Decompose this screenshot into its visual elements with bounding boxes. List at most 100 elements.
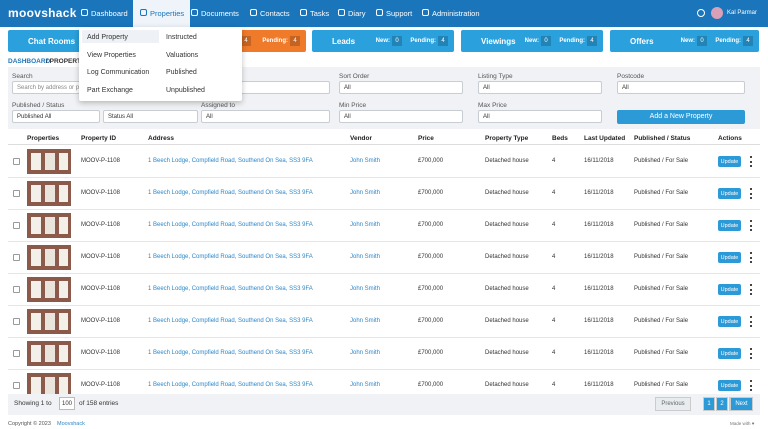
row-menu[interactable] — [750, 188, 753, 199]
stat-card[interactable]: Leads 4 Pending: 0 New: — [312, 30, 454, 52]
row-menu[interactable] — [750, 348, 753, 359]
nav-active — [133, 0, 190, 27]
card-count: 0 — [392, 36, 402, 46]
card-title: Viewings — [481, 37, 516, 46]
update-button[interactable]: Update — [718, 348, 741, 359]
address[interactable]: 1 Beech Lodge, Compfield Road, Southend … — [148, 318, 313, 324]
vendor[interactable]: John Smith — [350, 286, 381, 292]
update-button[interactable]: Update — [718, 156, 741, 167]
checkbox[interactable] — [13, 318, 20, 325]
row-menu[interactable] — [750, 252, 753, 263]
nav-item[interactable]: Dashboard — [91, 9, 128, 18]
stat-card[interactable]: Viewings 4 Pending: 0 New: — [461, 30, 603, 52]
address[interactable]: 1 Beech Lodge, Compfield Road, Southend … — [148, 254, 313, 260]
checkbox[interactable] — [13, 254, 20, 261]
vendor[interactable]: John Smith — [350, 318, 381, 324]
add-button[interactable]: Add a New Property — [617, 110, 745, 124]
stat-card[interactable]: Offers 4 Pending: 0 New: — [610, 30, 759, 52]
row-menu[interactable] — [750, 380, 753, 391]
filter-input[interactable]: All — [478, 110, 602, 123]
vendor[interactable]: John Smith — [350, 222, 381, 228]
vendor[interactable]: John Smith — [350, 254, 381, 260]
page-button[interactable]: Previous — [655, 397, 691, 411]
row-menu[interactable] — [750, 156, 753, 167]
page-button[interactable]: Next — [730, 397, 753, 411]
menu-item[interactable]: Published — [166, 69, 197, 76]
checkbox[interactable] — [13, 350, 20, 357]
row-rule — [8, 369, 760, 370]
filter-input[interactable]: Published All — [12, 110, 100, 123]
checkbox[interactable] — [13, 286, 20, 293]
property-id: MOOV-P-1108 — [81, 222, 120, 228]
menu-item[interactable]: Valuations — [166, 51, 199, 59]
vendor[interactable]: John Smith — [350, 382, 381, 388]
menu-item[interactable]: Part Exchange — [87, 86, 133, 94]
filter-input[interactable]: All — [478, 81, 602, 94]
thumb-window — [45, 345, 55, 362]
user-name[interactable]: Kal Parmar — [727, 10, 758, 16]
card-label: Pending: — [262, 38, 288, 44]
address[interactable]: 1 Beech Lodge, Compfield Road, Southend … — [148, 190, 313, 196]
row-menu[interactable] — [750, 284, 753, 295]
row-menu[interactable] — [750, 220, 753, 231]
checkbox[interactable] — [13, 222, 20, 229]
vendor[interactable]: John Smith — [350, 350, 381, 356]
table-header: Actions — [718, 135, 742, 142]
filter-input[interactable]: All — [201, 110, 330, 123]
property-type: Detached house — [485, 382, 529, 388]
filter-input[interactable]: All — [339, 110, 463, 123]
nav-item[interactable]: Properties — [150, 9, 185, 18]
menu-item[interactable]: Log Communication — [87, 69, 150, 76]
last-updated: 16/11/2018 — [584, 254, 614, 260]
breadcrumb[interactable]: DASHBOARD — [8, 58, 51, 65]
beds: 4 — [552, 254, 556, 260]
address[interactable]: 1 Beech Lodge, Compfield Road, Southend … — [148, 350, 313, 356]
address[interactable]: 1 Beech Lodge, Compfield Road, Southend … — [148, 222, 313, 228]
thumb-window — [31, 313, 41, 330]
checkbox[interactable] — [13, 382, 20, 389]
vendor[interactable]: John Smith — [350, 158, 381, 164]
update-button[interactable]: Update — [718, 284, 741, 295]
nav-item[interactable]: Diary — [348, 9, 366, 18]
filter-input[interactable]: All — [339, 81, 463, 94]
row-rule — [8, 209, 760, 210]
menu-item[interactable]: Instructed — [166, 34, 197, 41]
filter-input[interactable]: All — [617, 81, 745, 94]
nav-item[interactable]: Documents — [201, 9, 239, 18]
menu-item[interactable]: Unpublished — [166, 86, 205, 94]
company[interactable]: Moovshack — [57, 421, 85, 427]
update-button[interactable]: Update — [718, 380, 741, 391]
address[interactable]: 1 Beech Lodge, Compfield Road, Southend … — [148, 382, 313, 388]
status: Published / For Sale — [634, 254, 689, 260]
menu-item[interactable]: Add Property — [87, 34, 128, 41]
row-menu[interactable] — [750, 316, 753, 327]
update-button[interactable]: Update — [718, 220, 741, 231]
property-thumbnail — [27, 245, 71, 270]
last-updated: 16/11/2018 — [584, 222, 614, 228]
beds: 4 — [552, 158, 556, 164]
nav-item[interactable]: Tasks — [310, 9, 330, 18]
filter-input[interactable]: Status All — [103, 110, 198, 123]
nav-item[interactable]: Support — [386, 9, 413, 18]
checkbox[interactable] — [13, 190, 20, 197]
status: Published / For Sale — [634, 350, 689, 356]
menu-item[interactable]: View Properties — [87, 51, 136, 59]
last-updated: 16/11/2018 — [584, 286, 614, 292]
update-button[interactable]: Update — [718, 316, 741, 327]
checkbox[interactable] — [13, 158, 20, 165]
thumb-window — [45, 185, 55, 202]
property-type: Detached house — [485, 286, 529, 292]
page-button[interactable]: 1 — [703, 397, 715, 411]
update-button[interactable]: Update — [718, 252, 741, 263]
beds: 4 — [552, 190, 556, 196]
beds: 4 — [552, 222, 556, 228]
page-button[interactable]: 2 — [716, 397, 728, 411]
vendor[interactable]: John Smith — [350, 190, 381, 196]
nav-item[interactable]: Contacts — [260, 9, 290, 18]
update-button[interactable]: Update — [718, 188, 741, 199]
filter-label: Search — [12, 73, 33, 80]
page-size[interactable]: 100 — [59, 397, 75, 410]
nav-item[interactable]: Administration — [432, 9, 480, 18]
address[interactable]: 1 Beech Lodge, Compfield Road, Southend … — [148, 158, 313, 164]
address[interactable]: 1 Beech Lodge, Compfield Road, Southend … — [148, 286, 313, 292]
